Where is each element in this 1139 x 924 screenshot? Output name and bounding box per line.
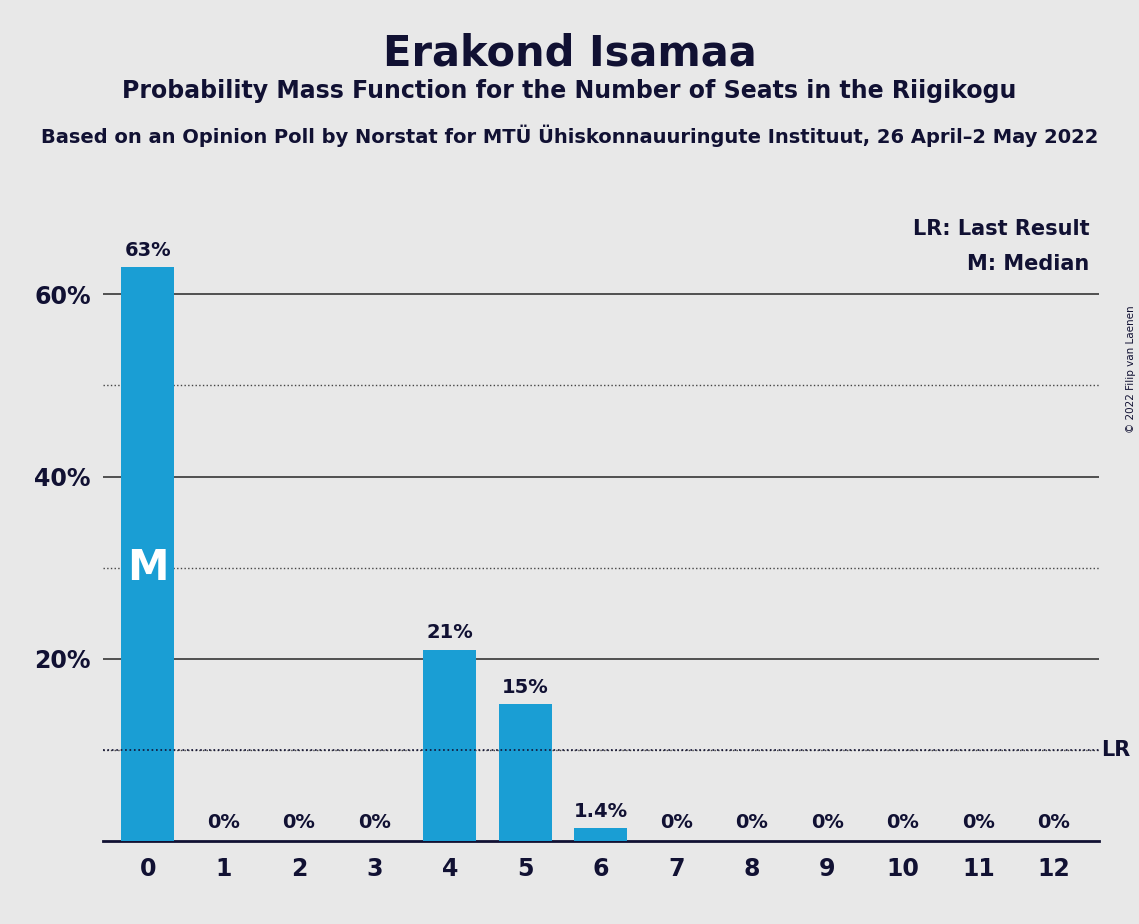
Bar [424, 650, 476, 841]
Text: 0%: 0% [358, 813, 391, 832]
Bar [122, 267, 174, 841]
Text: LR: Last Result: LR: Last Result [912, 219, 1089, 239]
Text: LR: LR [1101, 740, 1130, 760]
Text: Based on an Opinion Poll by Norstat for MTÜ Ühiskonnauuringute Instituut, 26 Apr: Based on an Opinion Poll by Norstat for … [41, 125, 1098, 147]
Bar [499, 704, 551, 841]
Text: 0%: 0% [736, 813, 769, 832]
Text: 63%: 63% [124, 241, 171, 260]
Text: 0%: 0% [886, 813, 919, 832]
Bar [574, 828, 628, 841]
Text: 0%: 0% [659, 813, 693, 832]
Text: M: Median: M: Median [967, 254, 1089, 274]
Text: 21%: 21% [426, 624, 473, 642]
Text: 0%: 0% [962, 813, 994, 832]
Text: 1.4%: 1.4% [574, 802, 628, 821]
Text: M: M [128, 547, 169, 589]
Text: 0%: 0% [282, 813, 316, 832]
Text: © 2022 Filip van Laenen: © 2022 Filip van Laenen [1126, 306, 1136, 433]
Text: 0%: 0% [1038, 813, 1071, 832]
Text: 0%: 0% [811, 813, 844, 832]
Text: 0%: 0% [207, 813, 239, 832]
Text: Erakond Isamaa: Erakond Isamaa [383, 32, 756, 74]
Text: Probability Mass Function for the Number of Seats in the Riigikogu: Probability Mass Function for the Number… [122, 79, 1017, 103]
Text: 15%: 15% [502, 678, 549, 697]
